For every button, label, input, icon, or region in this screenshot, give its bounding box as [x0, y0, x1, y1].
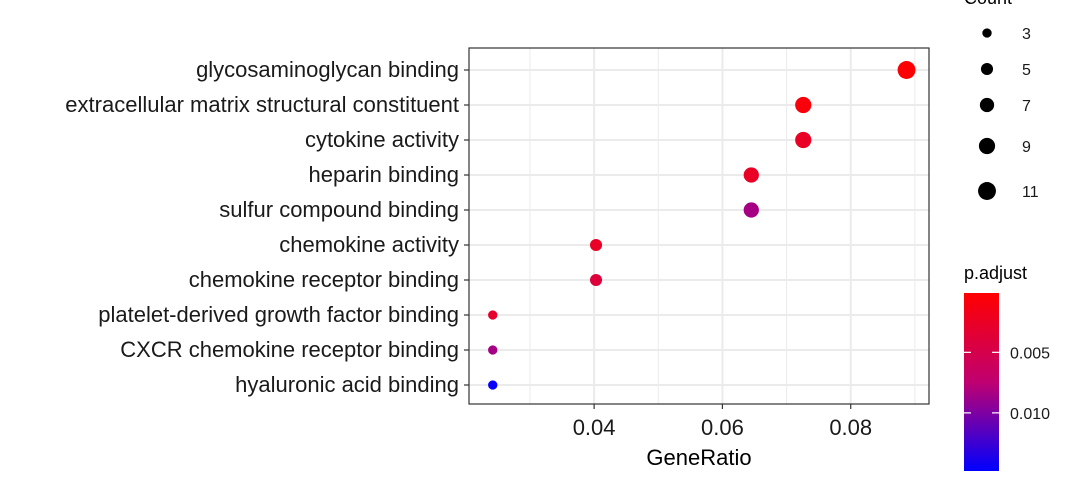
- y-axis: glycosaminoglycan binding extracellular m…: [65, 57, 469, 397]
- y-tick-label: glycosaminoglycan binding: [196, 57, 459, 82]
- x-axis-title: GeneRatio: [646, 445, 751, 470]
- y-tick-label: extracellular matrix structural constitu…: [65, 92, 459, 117]
- size-legend-label: 11: [1022, 184, 1039, 201]
- size-legend-label: 3: [1022, 26, 1031, 43]
- x-tick-label: 0.08: [829, 415, 872, 440]
- y-tick-label: CXCR chemokine receptor binding: [120, 337, 459, 362]
- size-legend-label: 5: [1022, 62, 1031, 79]
- data-point: [743, 202, 759, 218]
- size-legend-key: [982, 28, 992, 38]
- data-point: [795, 131, 812, 149]
- data-points: [488, 61, 916, 390]
- color-legend: p.adjust 0.005 0.010: [964, 263, 1050, 471]
- y-tick-label: platelet-derived growth factor binding: [98, 302, 459, 327]
- grid: [469, 48, 929, 404]
- data-point: [589, 238, 603, 252]
- panel-border: [468, 47, 930, 405]
- size-legend-title: Count: [964, 0, 1012, 8]
- y-tick-label: hyaluronic acid binding: [235, 372, 459, 397]
- y-tick-label: heparin binding: [309, 162, 459, 187]
- size-legend-key: [980, 62, 994, 76]
- data-point: [897, 61, 916, 79]
- color-legend-label: 0.010: [1010, 406, 1050, 423]
- panel-background: [469, 48, 929, 404]
- data-point: [589, 273, 603, 287]
- y-tick-label: sulfur compound binding: [219, 197, 459, 222]
- color-legend-label: 0.005: [1010, 345, 1050, 362]
- color-bar: [964, 293, 999, 471]
- size-legend-key: [978, 137, 996, 155]
- size-legend-label: 9: [1022, 139, 1031, 156]
- x-tick-label: 0.04: [573, 415, 616, 440]
- data-point: [795, 96, 812, 114]
- y-tick-label: chemokine activity: [279, 232, 459, 257]
- data-point: [743, 167, 759, 183]
- x-axis: 0.04 0.06 0.08: [573, 404, 872, 440]
- color-legend-title: p.adjust: [964, 263, 1027, 283]
- size-legend-key: [978, 182, 996, 200]
- size-legend: Count 3 5 7 9 11: [964, 0, 1039, 201]
- data-point: [488, 310, 498, 320]
- size-legend-label: 7: [1022, 98, 1031, 115]
- data-point: [488, 380, 498, 390]
- y-tick-label: chemokine receptor binding: [189, 267, 459, 292]
- size-legend-key: [979, 97, 995, 113]
- x-tick-label: 0.06: [701, 415, 744, 440]
- y-tick-label: cytokine activity: [305, 127, 459, 152]
- data-point: [488, 345, 498, 355]
